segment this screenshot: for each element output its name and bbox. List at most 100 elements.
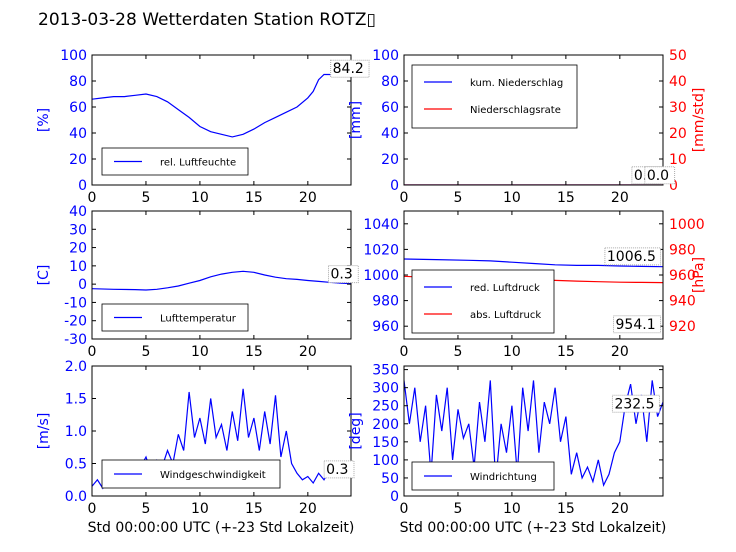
y2-tick-label: 30 xyxy=(669,100,687,116)
y-tick-label: 0 xyxy=(390,178,399,194)
x-tick-label: 0 xyxy=(400,344,409,360)
x-axis-label-right: Std 00:00:00 UTC (+-23 Std Lokalzeit) xyxy=(400,520,667,536)
x-tick-label: 20 xyxy=(611,501,629,517)
y-tick-label: 150 xyxy=(372,435,399,451)
y-axis-label: [C] xyxy=(36,265,52,286)
x-axis-label-left: Std 00:00:00 UTC (+-23 Std Lokalzeit) xyxy=(88,520,355,536)
value-annotation-box xyxy=(613,315,662,334)
y-tick-label: 30 xyxy=(69,222,87,238)
y-tick-label: 100 xyxy=(372,48,399,64)
y-tick-label: 20 xyxy=(69,241,87,257)
x-tick-label: 20 xyxy=(611,190,629,206)
series-line-humidity-0 xyxy=(92,73,351,138)
x-tick-label: 0 xyxy=(88,344,97,360)
y-tick-label: 0 xyxy=(78,277,87,293)
value-annotation-box xyxy=(327,265,359,284)
value-annotation: 0.0 xyxy=(647,168,669,184)
x-tick-label: 15 xyxy=(245,190,263,206)
x-tick-label: 20 xyxy=(299,190,317,206)
y-tick-label: 1000 xyxy=(363,268,399,284)
legend-label: abs. Luftdruck xyxy=(470,310,541,321)
plot-frame xyxy=(403,365,664,497)
legend-label: red. Luftdruck xyxy=(470,283,540,294)
y2-tick-label: 0 xyxy=(669,178,678,194)
y-tick-label: 1040 xyxy=(363,217,399,233)
x-tick-label: 20 xyxy=(299,501,317,517)
y2-tick-label: 20 xyxy=(669,126,687,142)
series-line-pressure-0 xyxy=(404,258,663,268)
value-annotation: 0.3 xyxy=(330,267,352,283)
x-tick-label: 5 xyxy=(141,344,150,360)
x-tick-label: 0 xyxy=(400,501,409,517)
y-tick-label: 350 xyxy=(372,363,399,379)
value-annotation-box xyxy=(330,59,370,78)
x-tick-label: 15 xyxy=(245,344,263,360)
legend-label: Windrichtung xyxy=(470,472,537,483)
value-annotation-box xyxy=(644,166,676,185)
y-tick-label: 1.5 xyxy=(65,392,87,408)
y-tick-label: 0 xyxy=(390,489,399,505)
y-tick-label: 10 xyxy=(69,259,87,275)
y2-tick-label: 960 xyxy=(669,268,696,284)
y-tick-label: 2.0 xyxy=(65,359,87,375)
y-tick-label: 40 xyxy=(69,126,87,142)
panel-winddir: 0 5 10 15 20050100150200250300350[deg]232.5W… xyxy=(348,363,664,517)
y-tick-label: -30 xyxy=(64,332,87,348)
y-tick-label: 1.0 xyxy=(65,424,87,440)
y-tick-label: -10 xyxy=(64,295,87,311)
x-tick-label: 0 xyxy=(400,190,409,206)
legend-label: rel. Luftfeuchte xyxy=(160,158,236,169)
x-tick-label: 5 xyxy=(453,501,462,517)
y-tick-label: -20 xyxy=(64,314,87,330)
x-tick-label: 5 xyxy=(141,190,150,206)
x-tick-label: 10 xyxy=(191,190,209,206)
x-tick-label: 15 xyxy=(557,344,575,360)
y-tick-label: 1020 xyxy=(363,242,399,258)
x-tick-label: 15 xyxy=(557,190,575,206)
value-annotation: 954.1 xyxy=(616,317,656,333)
panel-windspeed: 0 5 10 15 20 0.0 0.5 1.0 1.5 2.0 [m/s] 0.3 Windgesch… xyxy=(36,359,355,517)
y-tick-label: 60 xyxy=(381,100,399,116)
panel-temperature: 0 5 10 15 20 -30 -20 -10 0 10 20 30 40 [C] 0.3 Lufttemp… xyxy=(36,204,359,360)
y-tick-label: 40 xyxy=(69,204,87,220)
y2-tick-label: 50 xyxy=(669,48,687,64)
y-axis-label: [mm] xyxy=(348,101,364,139)
y-tick-label: 100 xyxy=(60,48,87,64)
y-tick-label: 960 xyxy=(372,319,399,335)
x-tick-label: 20 xyxy=(611,344,629,360)
y-tick-label: 40 xyxy=(381,126,399,142)
x-tick-label: 5 xyxy=(453,190,462,206)
y2-tick-label: 40 xyxy=(669,74,687,90)
value-annotation: 84.2 xyxy=(333,61,364,77)
x-tick-label: 10 xyxy=(191,501,209,517)
y-tick-label: 0.0 xyxy=(65,489,87,505)
panel-precip: 0 5 10 15 20 0 20 40 60 80 100 0 10 20 30 40 50 [mm] [mm/s… xyxy=(348,48,707,206)
x-tick-label: 0 xyxy=(88,190,97,206)
x-tick-label: 20 xyxy=(299,344,317,360)
x-tick-label: 15 xyxy=(245,501,263,517)
y-axis-label: [%] xyxy=(36,108,52,132)
x-tick-label: 5 xyxy=(453,344,462,360)
y-tick-label: 80 xyxy=(69,74,87,90)
value-annotation: 232.5 xyxy=(614,396,654,412)
y-tick-label: 20 xyxy=(381,152,399,168)
legend-label: Niederschlagsrate xyxy=(470,105,561,116)
y-axis-label: [m/s] xyxy=(36,413,52,450)
x-tick-label: 10 xyxy=(503,190,521,206)
x-tick-label: 10 xyxy=(503,344,521,360)
legend-label: Lufttemperatur xyxy=(160,314,237,325)
plot-frame xyxy=(403,54,664,186)
series-line-winddir-0 xyxy=(404,380,663,488)
y-tick-label: 980 xyxy=(372,294,399,310)
y-tick-label: 250 xyxy=(372,399,399,415)
panel-pressure: 0 5 10 15 20 960 980 1000 1020 1040 920 940 960 980 10… xyxy=(363,210,707,360)
y2-tick-label: 980 xyxy=(669,242,696,258)
y2-axis-label: [mm/std] xyxy=(691,88,707,153)
panel-humidity: 0 5 10 15 20 0 20 40 60 80 100 [%] 84.2 rel. Luftfeuc… xyxy=(36,48,370,206)
legend-label: kum. Niederschlag xyxy=(470,78,563,89)
y-tick-label: 80 xyxy=(381,74,399,90)
y2-tick-label: 940 xyxy=(669,294,696,310)
plot-frame xyxy=(91,54,352,186)
x-tick-label: 10 xyxy=(503,501,521,517)
